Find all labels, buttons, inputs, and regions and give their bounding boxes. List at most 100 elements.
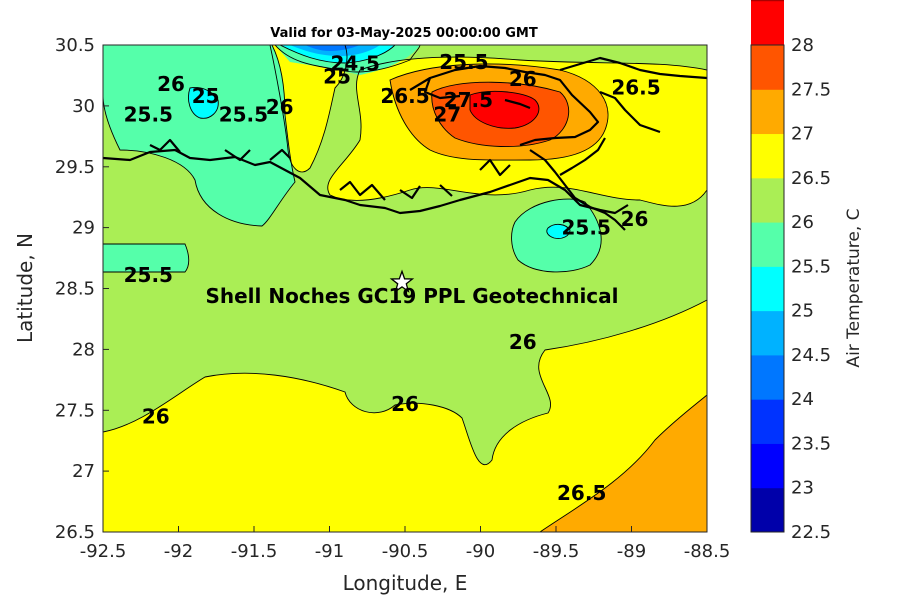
x-tick-label: -89.5 — [533, 541, 580, 562]
contour-label: 26.5 — [557, 481, 606, 505]
contour-line-26-5-south — [539, 394, 707, 532]
colorbar-swatch — [751, 89, 784, 135]
x-axis: -92.5 -92 -91.5 -91 -90.5 -90 -89.5 -89 … — [80, 526, 731, 595]
colorbar-tick-label: 27.5 — [791, 79, 831, 100]
coastline-layer — [103, 56, 707, 231]
mississippi-sound-shore — [559, 56, 707, 134]
colorbar-swatches — [751, 0, 784, 533]
y-axis: 26.5 27 27.5 28 28.5 29 29.5 30 30.5 Lat… — [13, 35, 109, 543]
colorbar-ticks: 22.5 23 23.5 24 24.5 25 25.5 26 26.5 27 … — [791, 35, 831, 543]
contour-label: 26 — [621, 207, 649, 231]
colorbar-swatch — [751, 266, 784, 312]
contour-line-25-east-pocket — [546, 223, 571, 239]
y-tick-label: 28 — [72, 339, 95, 360]
x-tick-label: -91 — [315, 541, 344, 562]
temperature-25-to-25-5-southwest-region — [103, 244, 189, 272]
contour-label: 26 — [142, 404, 170, 428]
colorbar-swatch — [751, 310, 784, 356]
y-tick-label: 29.5 — [55, 157, 95, 178]
temperature-26-to-26-5-south-region — [103, 300, 707, 532]
contour-line-26-north — [327, 56, 707, 207]
colorbar-tick-label: 26 — [791, 212, 814, 233]
contour-label: 26 — [391, 392, 419, 416]
x-axis-label: Longitude, E — [343, 571, 468, 595]
colorbar-frame — [750, 44, 785, 533]
contour-label: 27.5 — [444, 88, 493, 112]
colorbar-tick-label: 23 — [791, 478, 814, 499]
contour-line-25-5-northwest — [103, 45, 296, 227]
mississippi-delta — [529, 137, 626, 231]
contour-line-25-west-pocket — [188, 87, 219, 119]
colorbar-swatch — [751, 133, 784, 179]
colorbar-swatch — [751, 487, 784, 533]
colorbar-tick-label: 27 — [791, 124, 814, 145]
x-tick-label: -88.5 — [684, 541, 731, 562]
temperature-24-5-to-25-west-pocket — [188, 87, 219, 119]
colorbar-tick-label: 22.5 — [791, 522, 831, 543]
y-tick-marks — [103, 44, 109, 533]
contour-line-26-west — [269, 45, 348, 173]
contour-label: 25.5 — [124, 102, 173, 126]
contour-line-layer — [103, 45, 707, 532]
colorbar-swatch — [751, 45, 784, 90]
contour-line-26-5-north — [389, 63, 609, 161]
x-tick-marks — [102, 526, 708, 532]
colorbar-tick-label: 28 — [791, 35, 814, 56]
colorbar-swatch — [751, 354, 784, 400]
contour-label: 25.5 — [219, 102, 268, 126]
contour-label: 26 — [157, 72, 185, 96]
colorbar-tick-label: 24 — [791, 389, 814, 410]
colorbar: 22.5 23 23.5 24 24.5 25 25.5 26 26.5 27 … — [750, 0, 864, 543]
temperature-27-5-to-28-region — [470, 91, 539, 129]
contour-label: 24.5 — [331, 51, 380, 75]
contour-line-26-south — [103, 299, 707, 466]
x-tick-label: -91.5 — [231, 541, 278, 562]
colorbar-label: Air Temperature, C — [844, 208, 864, 367]
colorbar-swatch — [751, 0, 784, 46]
y-tick-label: 30.5 — [55, 35, 95, 56]
colorbar-swatch — [751, 443, 784, 489]
y-tick-label: 28.5 — [55, 279, 95, 300]
contour-labels-layer: 26 25 25.5 25.5 26 24.5 25 25.5 26.5 27 … — [124, 50, 661, 505]
temperature-24-5-to-25-east-pocket — [546, 224, 570, 239]
temperature-26-to-26-5-west-region — [270, 45, 347, 172]
contour-label: 25 — [192, 84, 220, 108]
y-axis-label: Latitude, N — [13, 233, 37, 343]
contour-label: 25 — [323, 65, 351, 89]
site-annotation: Shell Noches GC19 PPL Geotechnical — [205, 284, 618, 308]
site-star-icon — [389, 269, 415, 293]
temperature-25-to-25-5-northwest-region — [103, 45, 295, 226]
colorbar-tick-label: 24.5 — [791, 345, 831, 366]
colorbar-swatch — [751, 177, 784, 223]
contour-label: 26 — [266, 95, 294, 119]
y-tick-label: 27 — [72, 461, 95, 482]
contour-label: 27 — [433, 102, 461, 126]
colorbar-tick-label: 25.5 — [791, 256, 831, 277]
colorbar-tick-label: 25 — [791, 301, 814, 322]
colorbar-tick-label: 26.5 — [791, 168, 831, 189]
x-tick-label: -92.5 — [80, 541, 127, 562]
y-tick-label: 27.5 — [55, 400, 95, 421]
x-tick-label: -90 — [466, 541, 495, 562]
x-tick-label: -90.5 — [382, 541, 429, 562]
contour-label: 26.5 — [611, 76, 660, 100]
temperature-23-5-to-24-north-region — [305, 45, 360, 51]
louisiana-coastline — [103, 148, 629, 215]
contour-label: 26 — [509, 330, 537, 354]
colorbar-tick-label: 23.5 — [791, 434, 831, 455]
contour-label: 25.5 — [124, 263, 173, 287]
y-tick-label: 29 — [72, 218, 95, 239]
colorbar-swatch — [751, 399, 784, 444]
contour-line-25-north — [274, 45, 421, 73]
y-tick-label: 30 — [72, 96, 95, 117]
contour-line-25-5-east — [511, 198, 602, 273]
x-tick-label: -89 — [617, 541, 646, 562]
contour-line-27-5 — [469, 90, 540, 129]
temperature-26-5-to-27-south-region — [540, 395, 707, 532]
contour-line-25-5-southwest — [103, 243, 190, 273]
chart-title: Valid for 03-May-2025 00:00:00 GMT — [270, 26, 538, 41]
lake-pontchartrain-shore — [409, 64, 600, 147]
colorbar-swatch — [751, 222, 784, 267]
contour-label: 26.5 — [380, 84, 429, 108]
